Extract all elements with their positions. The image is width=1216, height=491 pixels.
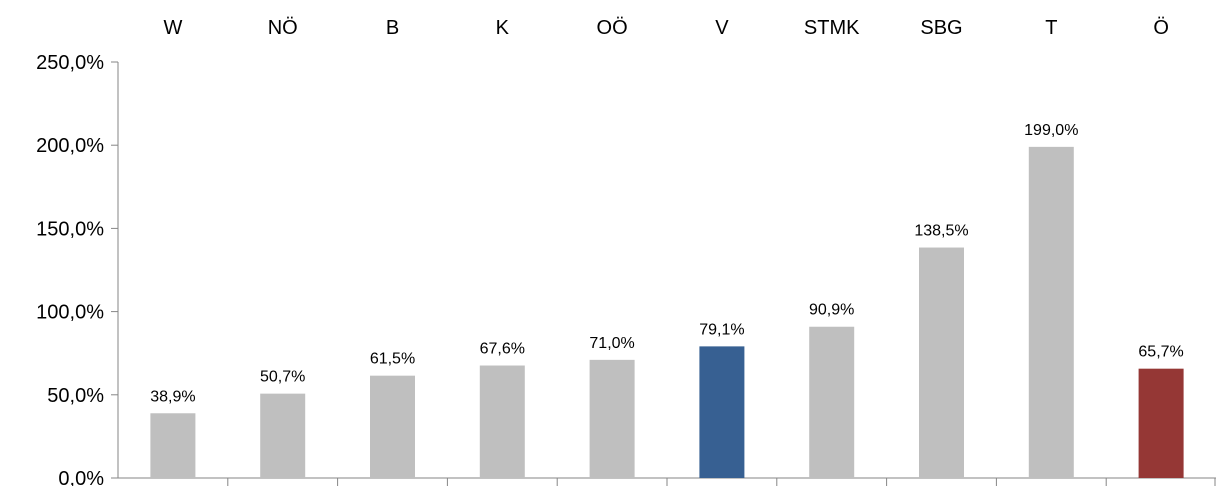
category-labels: W NÖ B K OÖ V STMK SBG T Ö — [163, 17, 1168, 39]
bar — [479, 365, 525, 478]
bar — [260, 393, 306, 478]
category-label: W — [163, 17, 182, 39]
data-label: 65,7% — [1138, 344, 1183, 361]
y-tick-label: 100,0% — [36, 302, 104, 324]
data-label: 61,5% — [370, 351, 415, 368]
y-tick-label: 150,0% — [36, 218, 104, 240]
category-label: STMK — [804, 17, 860, 39]
data-label: 199,0% — [1024, 122, 1078, 139]
data-label: 50,7% — [260, 369, 305, 386]
data-label: 79,1% — [699, 321, 744, 338]
category-label: K — [496, 17, 510, 39]
bars — [150, 146, 1184, 478]
bar — [1138, 368, 1184, 478]
category-label: V — [715, 17, 729, 39]
x-axis — [118, 477, 1216, 486]
category-label: OÖ — [597, 17, 628, 39]
bar — [370, 375, 415, 478]
bar — [919, 247, 964, 478]
data-label: 138,5% — [914, 223, 968, 240]
data-label: 38,9% — [150, 388, 195, 405]
bar — [589, 359, 635, 478]
y-tick-label: 200,0% — [36, 135, 104, 157]
category-label: SBG — [920, 17, 962, 39]
y-tick-label: 0,0% — [58, 468, 104, 486]
bar — [150, 413, 196, 478]
category-label: Ö — [1153, 17, 1169, 39]
y-tick-label: 250,0% — [36, 52, 104, 74]
data-label: 71,0% — [589, 335, 634, 352]
bar — [699, 346, 745, 478]
category-label: T — [1045, 17, 1057, 39]
category-label: NÖ — [268, 17, 298, 39]
bar — [809, 326, 855, 478]
bar — [1028, 146, 1074, 478]
data-label: 67,6% — [480, 341, 525, 358]
data-label: 90,9% — [809, 302, 854, 319]
y-tick-label: 50,0% — [47, 385, 104, 407]
y-axis: 0,0% 50,0% 100,0% 150,0% 200,0% 250,0% — [36, 52, 119, 490]
category-label: B — [386, 17, 399, 39]
data-labels: 38,9% 50,7% 61,5% 67,6% 71,0% 79,1% 90,9% 138,5… — [150, 122, 1184, 405]
